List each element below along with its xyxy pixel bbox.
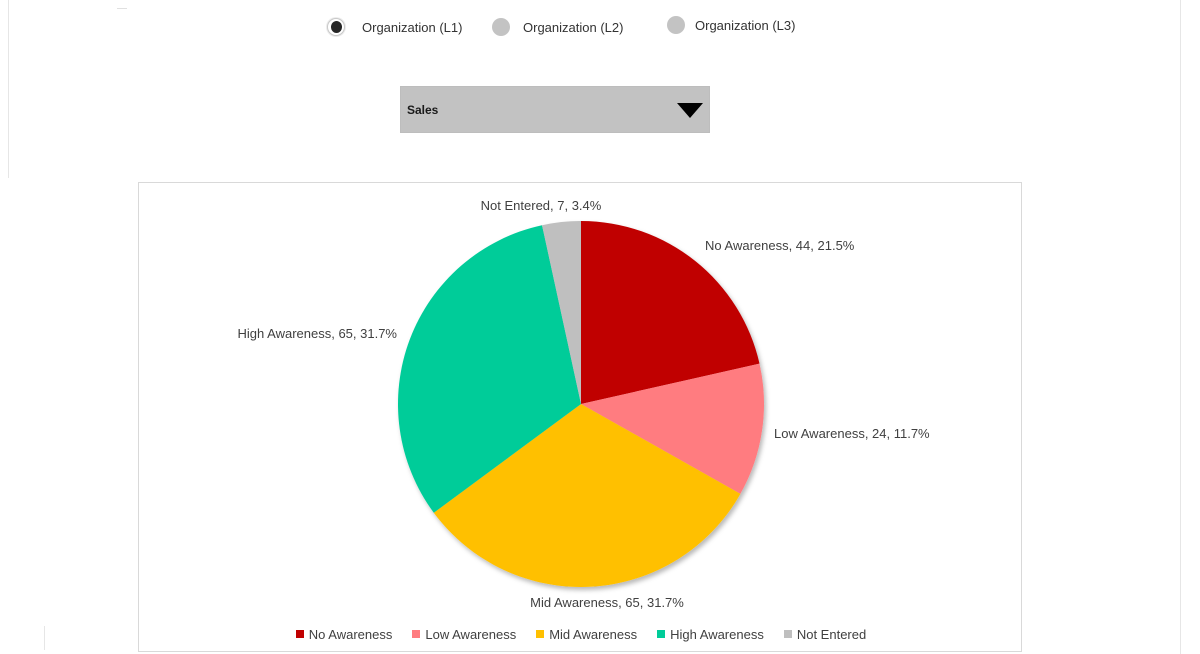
bottom-edge-mark xyxy=(44,626,45,650)
pie-slice-no-awareness[interactable] xyxy=(581,221,760,404)
legend-label: Mid Awareness xyxy=(549,626,638,642)
legend-item-no-awareness[interactable]: No Awareness xyxy=(295,626,393,642)
legend-item-low-awareness[interactable]: Low Awareness xyxy=(412,627,516,642)
legend-item-not-entered[interactable]: Not Entered xyxy=(783,626,867,642)
legend-label: High Awareness xyxy=(670,626,764,642)
data-label-mid-awareness: Mid Awareness, 65, 31.7% xyxy=(530,595,684,610)
pie-slice-not-entered[interactable] xyxy=(542,221,581,404)
organization-level-selector: Organization (L1) Organization (L2) Orga… xyxy=(0,16,1200,44)
radio-organization-l2[interactable]: Organization (L2) xyxy=(492,18,623,36)
corner-mark xyxy=(117,8,127,9)
legend-swatch-icon xyxy=(657,630,666,638)
radio-organization-l1[interactable]: Organization (L1) xyxy=(327,18,462,36)
legend-swatch-icon xyxy=(295,630,304,638)
data-label-not-entered: Not Entered, 7, 3.4% xyxy=(481,198,602,213)
radio-label: Organization (L1) xyxy=(362,19,463,35)
radio-label: Organization (L3) xyxy=(695,17,796,33)
legend-swatch-icon xyxy=(783,630,792,638)
pie-slice-high-awareness[interactable] xyxy=(398,225,581,513)
left-panel-edge xyxy=(8,0,9,178)
legend-swatch-icon xyxy=(536,630,545,638)
legend-swatch-icon xyxy=(412,630,421,638)
radio-organization-l3[interactable]: Organization (L3) xyxy=(667,16,795,34)
legend-item-high-awareness[interactable]: High Awareness xyxy=(657,627,764,642)
pie-slices-group xyxy=(398,221,765,588)
radio-selected-icon xyxy=(327,18,345,36)
legend-label: Not Entered xyxy=(796,626,867,642)
radio-label: Organization (L2) xyxy=(523,19,624,35)
data-label-low-awareness: Low Awareness, 24, 11.7% xyxy=(774,426,930,441)
department-dropdown[interactable]: Sales xyxy=(400,86,710,133)
data-label-high-awareness: High Awareness, 65, 31.7% xyxy=(238,326,398,341)
legend-label: Low Awareness xyxy=(425,626,517,642)
legend-label: No Awareness xyxy=(308,626,393,642)
pie-slice-low-awareness[interactable] xyxy=(581,363,765,494)
dropdown-selected-value: Sales xyxy=(407,103,439,117)
radio-unselected-icon xyxy=(492,18,510,36)
dropdown-arrow-icon[interactable] xyxy=(677,103,703,118)
radio-unselected-icon xyxy=(667,16,685,34)
pie-slice-mid-awareness[interactable] xyxy=(433,404,741,588)
right-panel-edge xyxy=(1180,0,1181,654)
pie-labels-group: No Awareness, 44, 21.5% Low Awareness, 24… xyxy=(238,198,931,610)
pie-chart: No Awareness, 44, 21.5% Low Awareness, 24… xyxy=(138,182,1022,652)
legend-item-mid-awareness[interactable]: Mid Awareness xyxy=(536,627,637,642)
pie-chart-canvas: No Awareness, 44, 21.5% Low Awareness, 24… xyxy=(238,198,931,610)
data-label-no-awareness: No Awareness, 44, 21.5% xyxy=(705,238,855,253)
chart-legend: No Awareness Low Awareness Mid Awareness Hi… xyxy=(139,624,1023,644)
